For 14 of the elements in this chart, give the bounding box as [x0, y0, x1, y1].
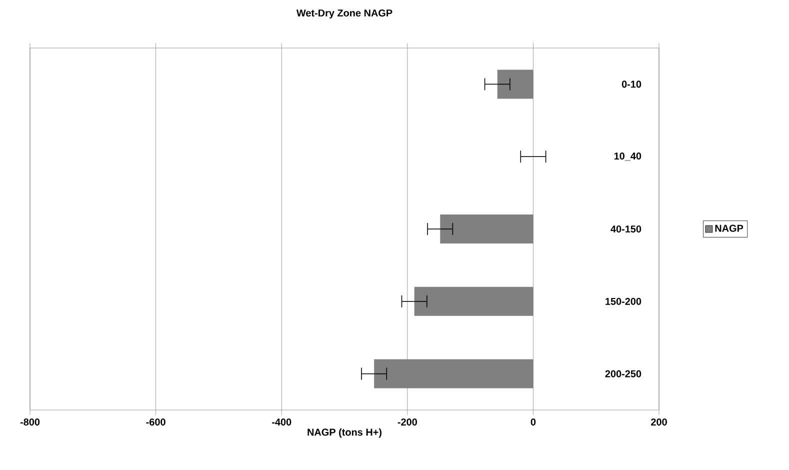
- y-tick-label: 200-250: [605, 370, 642, 378]
- x-tick-label: -400: [272, 418, 292, 426]
- legend-label: NAGP: [715, 224, 744, 232]
- y-tick-label: 40-150: [610, 225, 642, 233]
- x-axis-title: NAGP (tons H+): [308, 428, 382, 438]
- x-tick-label: -200: [398, 418, 417, 426]
- x-tick-label: 0: [530, 418, 536, 426]
- chart-title: Wet-Dry Zone NAGP: [296, 9, 392, 18]
- x-tick-label: 200: [651, 418, 667, 426]
- y-tick-label: 10_40: [614, 152, 642, 161]
- x-tick-label: -800: [20, 418, 40, 426]
- y-tick-label: 150-200: [606, 298, 642, 305]
- y-tick-label: 0-10: [622, 80, 642, 88]
- x-tick-label: -600: [146, 418, 166, 426]
